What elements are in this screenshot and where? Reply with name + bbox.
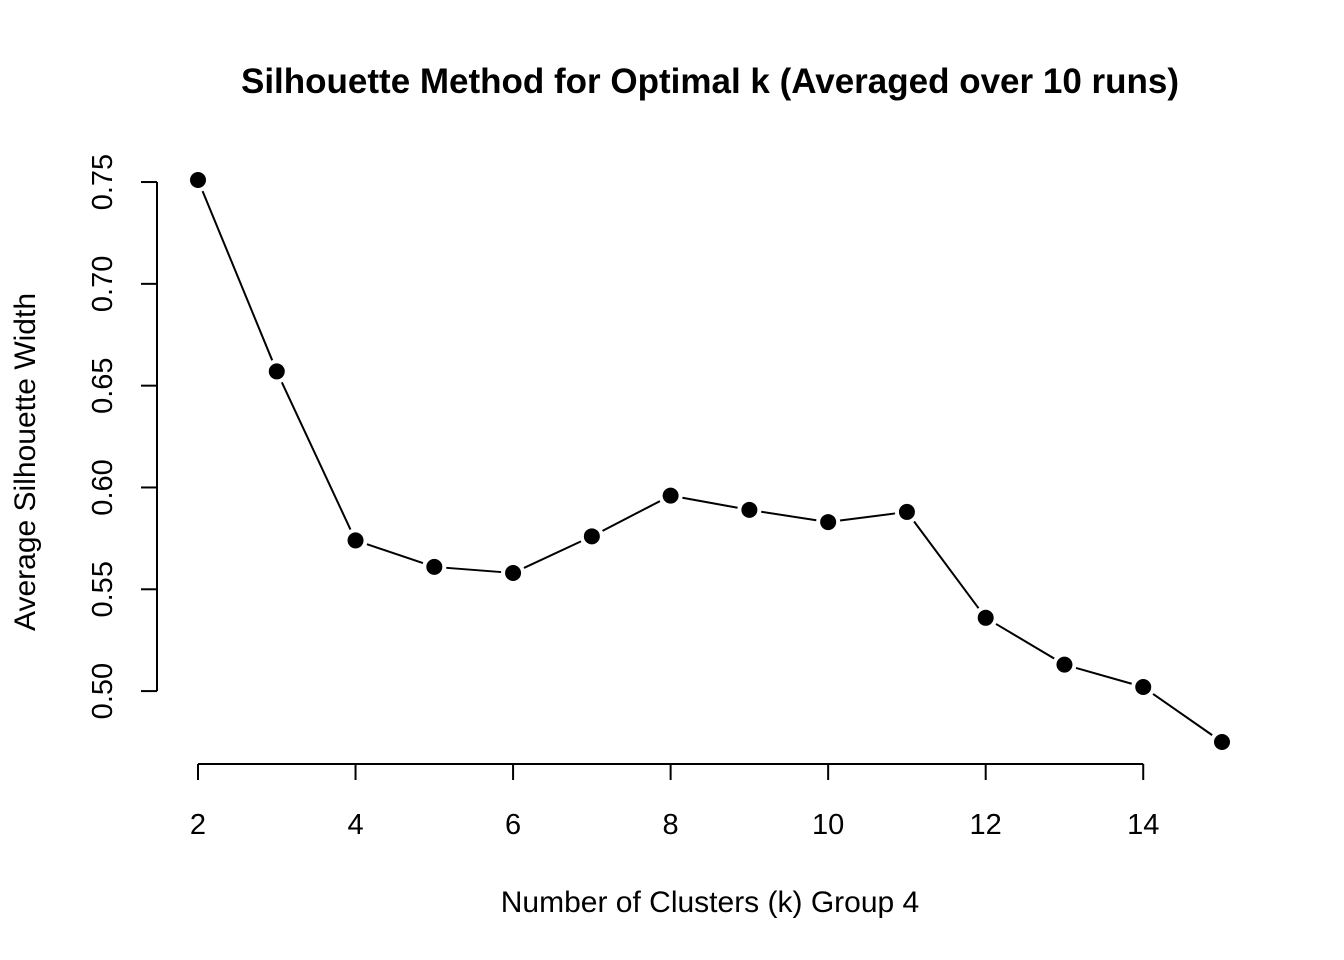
- data-point: [347, 532, 364, 549]
- series-line-segment: [839, 512, 896, 522]
- series-line-segment: [523, 540, 582, 569]
- data-point: [1135, 679, 1152, 696]
- series-line-segment: [201, 190, 274, 361]
- x-tick-label: 8: [663, 809, 679, 841]
- data-point: [1056, 656, 1073, 673]
- series-line-segment: [761, 510, 817, 522]
- series-line-segment: [913, 520, 980, 609]
- data-point: [190, 172, 206, 188]
- data-point: [426, 558, 443, 575]
- series-line-segment: [602, 500, 661, 532]
- series-line-segment: [995, 623, 1055, 660]
- data-point: [977, 609, 994, 626]
- data-point: [1214, 734, 1230, 750]
- y-axis-title: Average Silhouette Width: [9, 293, 42, 631]
- data-point: [583, 528, 600, 545]
- x-tick-label: 12: [970, 809, 1002, 841]
- data-point: [820, 514, 837, 531]
- y-tick-label: 0.70: [87, 256, 119, 312]
- axes-group: 0.50 0.55 0.60 0.65 0.70 0.75 2 4 6 8 10 12 14: [87, 154, 1159, 841]
- x-tick-label: 2: [190, 809, 206, 841]
- data-point: [741, 501, 758, 518]
- data-point: [505, 564, 522, 581]
- series-line-segment: [1075, 666, 1132, 685]
- x-tick-label: 14: [1127, 809, 1159, 841]
- series-line-segment: [446, 566, 502, 574]
- chart-title: Silhouette Method for Optimal k (Average…: [241, 62, 1179, 101]
- y-tick-label: 0.75: [87, 154, 119, 210]
- y-tick-label: 0.65: [87, 357, 119, 413]
- data-point: [268, 363, 285, 380]
- y-tick-label: 0.50: [87, 663, 119, 719]
- y-tick-label: 0.55: [87, 561, 119, 617]
- series-group: [190, 172, 1230, 750]
- data-point: [662, 487, 679, 504]
- x-tick-label: 10: [812, 809, 844, 841]
- x-axis-title: Number of Clusters (k) Group 4: [501, 886, 919, 919]
- x-tick-label: 6: [505, 809, 521, 841]
- series-line-segment: [1152, 693, 1213, 736]
- x-tick-label: 4: [347, 809, 363, 841]
- data-point: [898, 503, 915, 520]
- y-tick-label: 0.60: [87, 459, 119, 515]
- series-line-segment: [366, 543, 424, 565]
- series-line-segment: [682, 496, 738, 509]
- series-line-segment: [280, 381, 352, 530]
